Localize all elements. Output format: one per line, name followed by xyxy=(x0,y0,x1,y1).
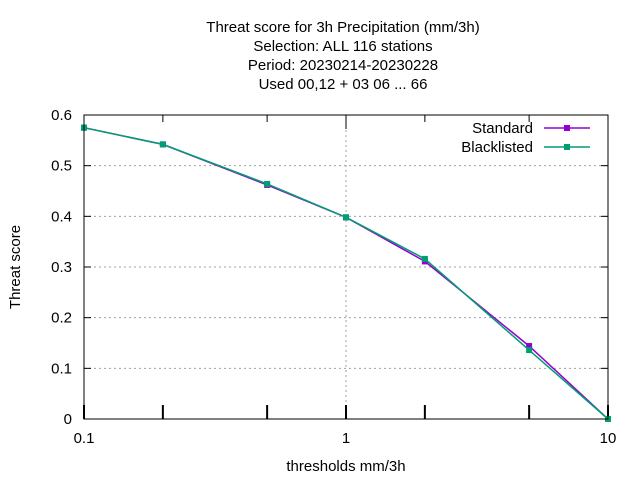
y-tick-label: 0.2 xyxy=(51,310,72,327)
y-tick-label: 0.5 xyxy=(51,158,72,175)
series-layer xyxy=(81,124,611,422)
chart-title: Threat score for 3h Precipitation (mm/3h… xyxy=(206,19,479,93)
y-axis-label: Threat score xyxy=(7,225,24,309)
data-point-blacklisted xyxy=(343,214,349,221)
title-line-1: Threat score for 3h Precipitation (mm/3h… xyxy=(206,19,479,36)
y-tick-label: 0.1 xyxy=(51,360,72,377)
tick-labels: 00.10.20.30.40.50.60.1 1 10 xyxy=(51,107,616,447)
legend-marker-standard xyxy=(564,125,570,131)
y-tick-label: 0.6 xyxy=(51,107,72,124)
y-tick-label: 0.3 xyxy=(51,259,72,276)
legend-label-standard: Standard xyxy=(472,120,533,137)
grid xyxy=(84,115,608,419)
legend-marker-blacklisted xyxy=(564,144,570,150)
data-point-blacklisted xyxy=(526,347,533,354)
legend-label-blacklisted: Blacklisted xyxy=(461,139,533,156)
plot-border xyxy=(83,114,609,420)
y-tick-label: 0.4 xyxy=(51,208,72,225)
title-line-3: Period: 20230214-20230228 xyxy=(248,57,438,74)
data-point-blacklisted xyxy=(421,255,428,262)
x-tick-label: 10 xyxy=(600,430,617,447)
x-tick-label: 0.1 xyxy=(74,430,95,447)
data-point-standard xyxy=(526,343,533,350)
title-line-2: Selection: ALL 116 stations xyxy=(253,38,432,55)
title-line-4: Used 00,12 + 03 06 ... 66 xyxy=(259,76,428,93)
legend: Standard Blacklisted xyxy=(461,120,590,156)
data-point-blacklisted xyxy=(159,141,166,148)
x-tick-label: 1 xyxy=(342,430,350,447)
y-tick-label: 0 xyxy=(64,411,72,428)
data-point-blacklisted xyxy=(264,180,271,187)
x-axis-label: thresholds mm/3h xyxy=(286,458,405,475)
